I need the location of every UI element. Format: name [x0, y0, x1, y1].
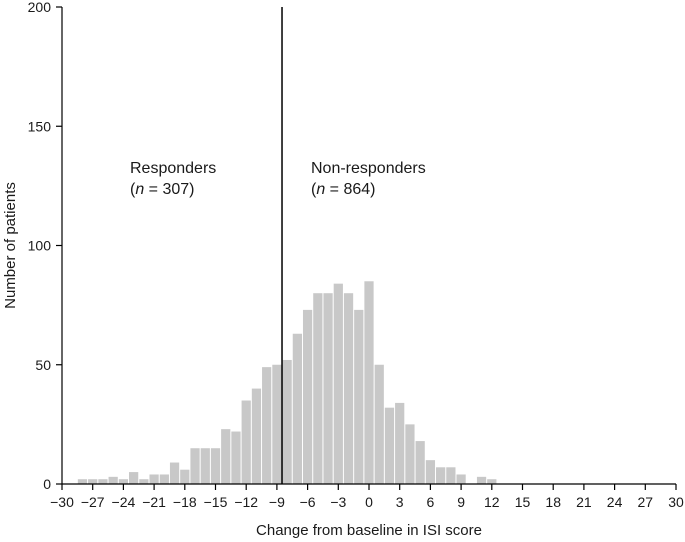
- histogram-bar-37: [456, 474, 466, 484]
- histogram-bar-2: [98, 479, 108, 484]
- x-tick-label: −6: [300, 494, 316, 510]
- non-responders-count: (n = 864): [311, 181, 376, 198]
- x-tick-label: −12: [234, 494, 258, 510]
- x-tick-label: 6: [427, 494, 435, 510]
- y-tick-label: 100: [28, 238, 52, 254]
- histogram-bar-32: [405, 424, 415, 484]
- histogram-bar-15: [231, 431, 241, 484]
- x-tick-label: −24: [112, 494, 136, 510]
- y-tick-label: 150: [28, 118, 52, 134]
- histogram-bar-0: [77, 479, 88, 484]
- histogram-bar-35: [436, 467, 446, 484]
- x-tick-label: 18: [545, 494, 561, 510]
- histogram-bar-9: [169, 462, 180, 484]
- histogram-bar-12: [200, 448, 210, 484]
- y-tick-label: 200: [28, 0, 52, 15]
- y-axis-title: Number of patients: [2, 182, 19, 309]
- x-tick-label: 9: [457, 494, 465, 510]
- histogram-bar-4: [118, 479, 129, 484]
- x-tick-label: −30: [50, 494, 74, 510]
- x-tick-label: 24: [607, 494, 623, 510]
- non-responders-count-n: n: [316, 181, 325, 198]
- y-tick-label: 50: [35, 357, 51, 373]
- histogram-bar-16: [241, 400, 251, 484]
- histogram-bar-19: [272, 364, 282, 484]
- bars-group: [77, 281, 497, 484]
- histogram-bar-1: [88, 479, 98, 484]
- non-responders-count-value: = 864): [325, 181, 375, 198]
- histogram-bar-31: [395, 402, 405, 484]
- y-ticks-group: 0 50 100 150 200: [28, 0, 62, 492]
- x-tick-label: −3: [330, 494, 346, 510]
- x-tick-label: 12: [484, 494, 500, 510]
- histogram-bar-40: [487, 479, 497, 484]
- histogram-bar-18: [262, 367, 272, 484]
- x-tick-label: −27: [81, 494, 105, 510]
- histogram-bar-23: [313, 293, 323, 484]
- histogram-bar-25: [333, 283, 343, 484]
- responders-label: Responders: [130, 160, 216, 177]
- histogram-bar-39: [476, 476, 487, 484]
- x-axis-title: Change from baseline in ISI score: [256, 522, 482, 539]
- histogram-bar-14: [221, 429, 231, 484]
- histogram-bar-8: [159, 474, 169, 484]
- x-tick-label: 3: [396, 494, 404, 510]
- histogram-bar-36: [446, 467, 456, 484]
- histogram-bar-22: [302, 309, 313, 484]
- x-tick-label: −18: [173, 494, 197, 510]
- histogram-bar-21: [292, 333, 302, 484]
- x-tick-label: 27: [638, 494, 654, 510]
- histogram-bar-34: [425, 460, 436, 484]
- x-tick-label: −9: [269, 494, 285, 510]
- y-tick-label: 0: [43, 476, 51, 492]
- histogram-bar-13: [210, 448, 221, 484]
- histogram-bar-29: [374, 364, 384, 484]
- histogram-bar-10: [180, 469, 190, 484]
- x-tick-label: 30: [668, 494, 684, 510]
- x-tick-label: −15: [204, 494, 228, 510]
- responders-count-n: n: [135, 181, 144, 198]
- histogram-bar-6: [139, 479, 149, 484]
- x-tick-label: 0: [365, 494, 373, 510]
- responders-count: (n = 307): [130, 181, 195, 198]
- histogram-bar-24: [323, 293, 333, 484]
- non-responders-label: Non-responders: [311, 160, 426, 177]
- x-tick-label: 21: [576, 494, 592, 510]
- x-tick-label: 15: [515, 494, 531, 510]
- histogram-bar-27: [354, 309, 364, 484]
- histogram-bar-5: [129, 472, 139, 484]
- histogram-bar-20: [282, 359, 292, 484]
- histogram-bar-3: [108, 476, 118, 484]
- non-responders-count-open: (: [311, 181, 317, 198]
- histogram-bar-33: [415, 441, 425, 484]
- histogram-bar-28: [364, 281, 374, 484]
- responders-count-open: (: [130, 181, 136, 198]
- x-ticks-group: −30 −27 −24 −21 −18 −15 −12 −9 −6 −3 0 3 6 9 12 15 18 21 2…: [50, 484, 684, 510]
- histogram-bar-26: [343, 293, 354, 484]
- responders-count-value: = 307): [144, 181, 194, 198]
- x-tick-label: −21: [142, 494, 166, 510]
- histogram-bar-11: [190, 448, 200, 484]
- histogram-bar-7: [149, 474, 159, 484]
- histogram-bar-30: [384, 407, 395, 484]
- histogram-bar-17: [251, 388, 262, 484]
